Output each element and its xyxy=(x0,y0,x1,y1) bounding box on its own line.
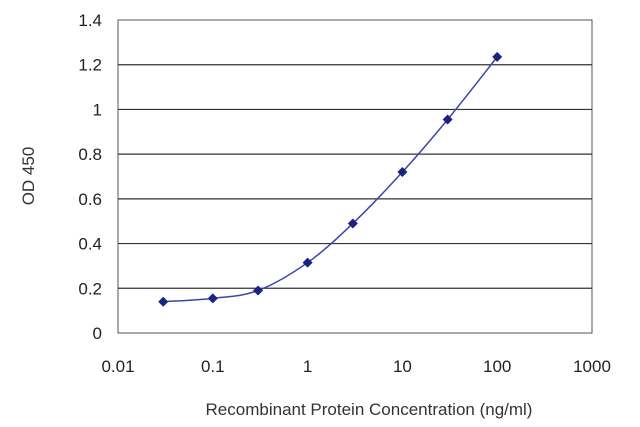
x-tick-label: 1000 xyxy=(573,357,611,376)
x-tick-labels: 0.01 0.1 1 10 100 1000 xyxy=(101,357,610,376)
data-point xyxy=(253,285,264,296)
data-points xyxy=(158,51,503,307)
y-tick-label: 0.6 xyxy=(78,190,102,209)
x-tick-label: 100 xyxy=(483,357,511,376)
data-point xyxy=(347,218,358,229)
x-axis-label: Recombinant Protein Concentration (ng/ml… xyxy=(206,400,533,419)
x-tick-label: 1 xyxy=(303,357,312,376)
y-tick-label: 0 xyxy=(93,324,102,343)
y-tick-label: 0.8 xyxy=(78,145,102,164)
data-point xyxy=(442,114,453,125)
data-point xyxy=(302,257,313,268)
y-tick-label: 0.2 xyxy=(78,279,102,298)
grid-lines xyxy=(118,64,592,289)
y-tick-labels: 0 0.2 0.4 0.6 0.8 1 1.2 1.4 xyxy=(78,11,102,343)
x-tick-label: 0.1 xyxy=(201,357,225,376)
plot-area xyxy=(117,19,593,334)
y-tick-label: 1 xyxy=(93,100,102,119)
data-point xyxy=(158,296,169,307)
data-point xyxy=(207,293,218,304)
data-point xyxy=(397,167,408,178)
y-axis-label: OD 450 xyxy=(19,147,38,206)
y-tick-label: 1.4 xyxy=(78,11,102,30)
y-tick-label: 1.2 xyxy=(78,56,102,75)
x-tick-label: 0.01 xyxy=(101,357,134,376)
data-point xyxy=(492,51,503,62)
x-tick-label: 10 xyxy=(393,357,412,376)
y-tick-label: 0.4 xyxy=(78,235,102,254)
